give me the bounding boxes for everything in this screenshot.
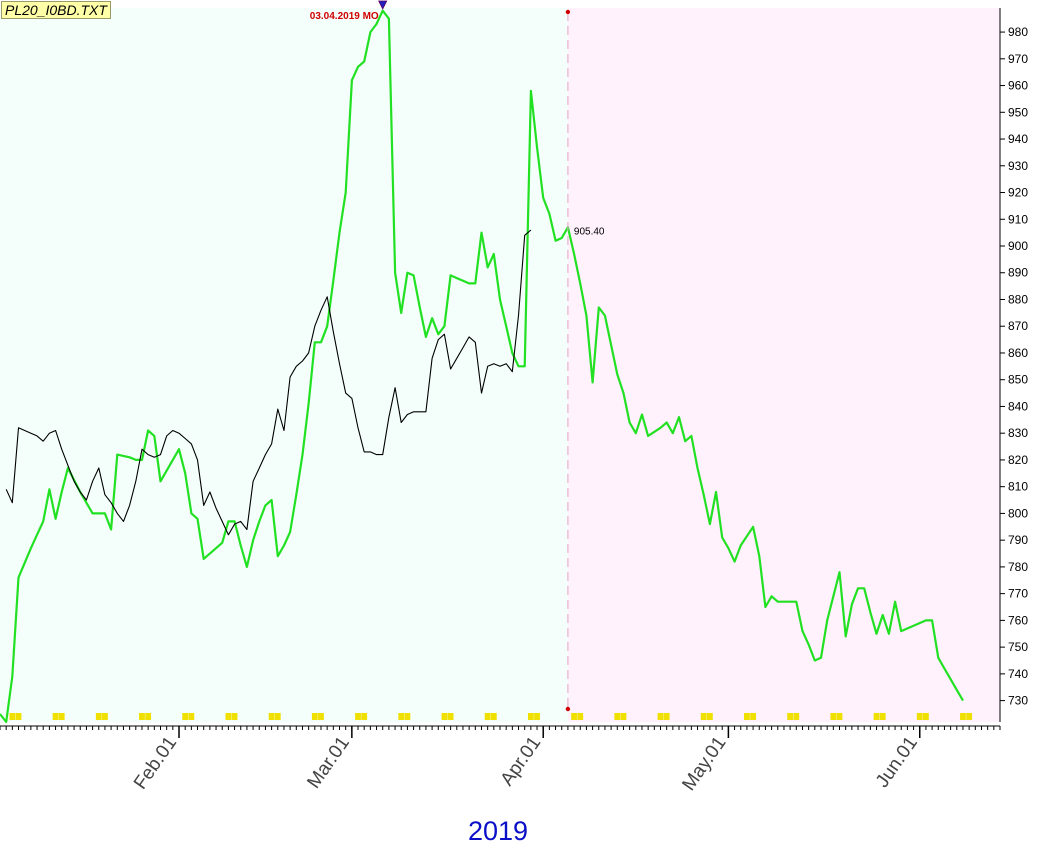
y-tick-label: 890 [1008,266,1028,280]
y-tick-label: 810 [1008,480,1028,494]
calendar-strip [0,713,1001,730]
divider-top-dot [565,9,571,15]
y-tick-label: 900 [1008,239,1028,253]
peak-arrow-icon [378,0,388,10]
weekend-mark [706,713,713,720]
weekend-mark [916,713,923,720]
weekend-mark [95,713,102,720]
y-axis: 730 740 750 760 770 780 790 800 810 820 830 840 850 8… [1000,25,1028,708]
weekend-mark [793,713,800,720]
weekend-mark [571,713,577,720]
weekend-mark [9,713,16,720]
background-layer [0,8,1001,727]
y-tick-label: 760 [1008,613,1028,627]
weekend-mark [527,713,534,720]
y-tick-label: 950 [1008,105,1028,119]
weekend-mark [960,713,966,720]
weekend-mark [620,713,627,720]
weekend-mark [836,713,843,720]
y-tick-label: 960 [1008,79,1028,93]
y-tick-label: 820 [1008,453,1028,467]
weekend-mark [879,713,886,720]
weekend-mark [15,713,22,720]
marker-layer: 03.04.2019 MO 905.40 [310,0,605,712]
weekend-mark [188,713,195,720]
weekend-mark [398,713,405,720]
year-label: 2019 [468,816,529,846]
y-tick-label: 730 [1008,694,1028,708]
weekend-mark [923,713,929,720]
month-label: Feb.01 [130,733,181,794]
green-series-line [0,9,964,724]
y-tick-label: 740 [1008,667,1028,681]
month-label: May.01 [678,733,730,795]
weekend-mark [534,713,540,720]
black-series-line [5,229,532,536]
weekend-mark [447,713,454,720]
y-tick-label: 770 [1008,587,1028,601]
weekend-mark [830,713,837,720]
month-label: Mar.01 [303,733,354,793]
y-tick-label: 910 [1008,212,1028,226]
weekend-mark [787,713,794,720]
history-background [0,8,568,722]
weekend-mark [490,713,497,720]
y-tick-label: 980 [1008,25,1028,39]
weekend-mark [744,713,750,720]
y-tick-label: 930 [1008,159,1028,173]
y-tick-label: 830 [1008,426,1028,440]
weekend-mark [102,713,108,720]
y-tick-label: 970 [1008,52,1028,66]
y-tick-label: 780 [1008,560,1028,574]
weekend-mark [750,713,756,720]
divider-bottom-dot [565,706,571,712]
file-name-tag: PL20_I0BD.TXT [1,1,111,19]
last-value-label: 905.40 [574,227,605,238]
y-tick-label: 920 [1008,186,1028,200]
series-layer [0,9,964,724]
weekend-mark [311,713,318,720]
y-tick-label: 870 [1008,319,1028,333]
weekend-mark [182,713,189,720]
weekend-mark [318,713,324,720]
weekend-mark [231,713,238,720]
weekend-mark [614,713,621,720]
y-tick-label: 880 [1008,292,1028,306]
weekend-mark [361,713,368,720]
weekend-mark [484,713,491,720]
month-label: Jun.01 [872,733,922,792]
y-tick-label: 750 [1008,640,1028,654]
weekend-mark [268,713,275,720]
weekend-mark [225,713,232,720]
y-tick-label: 940 [1008,132,1028,146]
x-axis: Feb.01 Mar.01 Apr.01 May.01 Jun.01 [130,726,922,795]
weekend-mark [274,713,281,720]
weekend-mark [873,713,880,720]
month-label: Apr.01 [497,733,546,790]
weekend-mark [404,713,411,720]
weekend-mark [355,713,361,720]
weekend-mark [700,713,707,720]
weekend-mark [58,713,65,720]
y-tick-label: 860 [1008,346,1028,360]
forecast-background [567,8,1000,722]
weekend-mark [663,713,670,720]
weekend-mark [139,713,145,720]
weekend-mark [966,713,973,720]
peak-date-label: 03.04.2019 MO [310,11,379,22]
y-tick-label: 790 [1008,533,1028,547]
y-tick-label: 800 [1008,506,1028,520]
weekend-mark [657,713,664,720]
y-tick-label: 850 [1008,373,1028,387]
y-tick-label: 840 [1008,399,1028,413]
weekend-mark [52,713,59,720]
weekend-mark [145,713,152,720]
weekend-mark [577,713,584,720]
weekend-mark [441,713,448,720]
